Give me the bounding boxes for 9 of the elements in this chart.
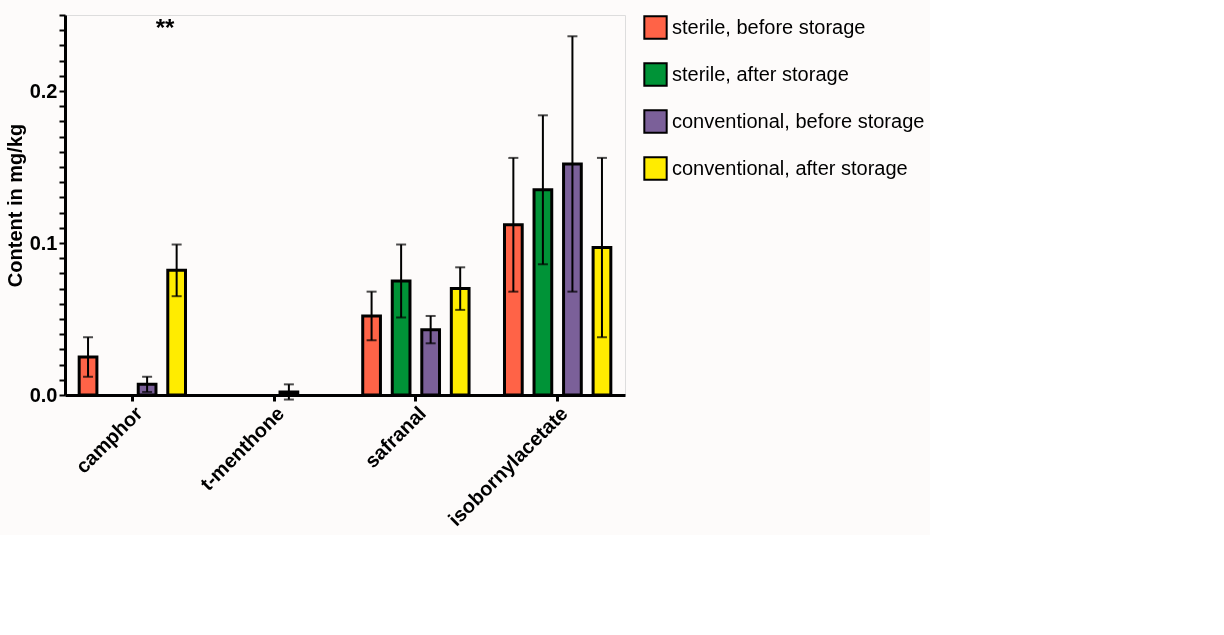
annotation: ** <box>155 14 175 41</box>
y-tick-label: 0.0 <box>29 383 58 406</box>
legend-label: conventional, after storage <box>672 156 908 179</box>
y-axis-title: Content in mg/kg <box>3 123 26 288</box>
legend-label: conventional, before storage <box>672 109 925 132</box>
legend-label: sterile, after storage <box>672 62 849 85</box>
y-tick-label: 0.1 <box>29 231 58 254</box>
legend-label: sterile, before storage <box>672 15 866 38</box>
y-tick-label: 0.2 <box>29 79 58 102</box>
